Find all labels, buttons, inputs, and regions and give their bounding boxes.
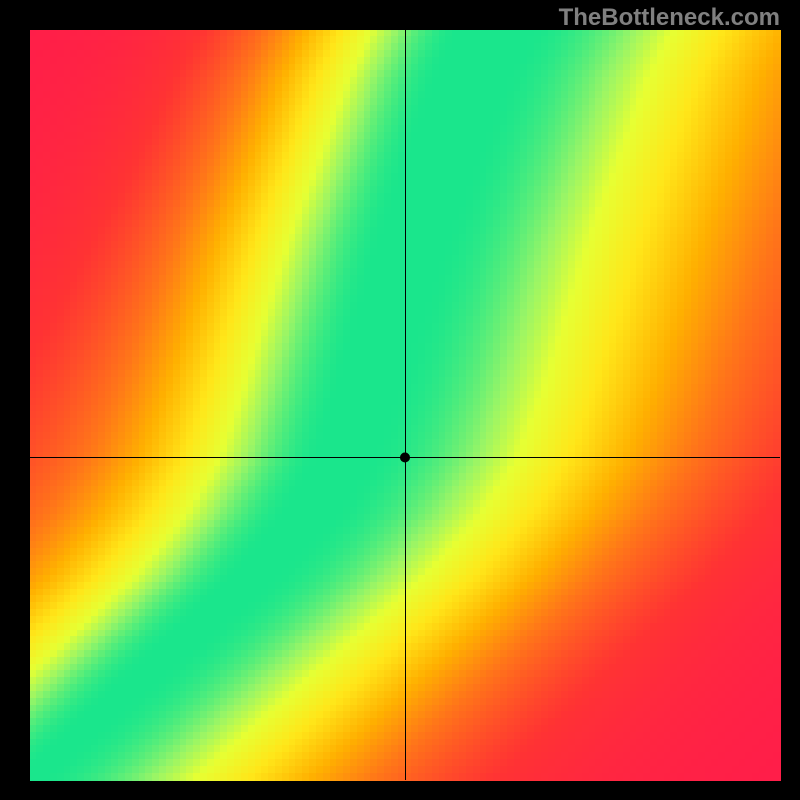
bottleneck-heatmap: [0, 0, 800, 800]
watermark-text: TheBottleneck.com: [559, 4, 780, 32]
